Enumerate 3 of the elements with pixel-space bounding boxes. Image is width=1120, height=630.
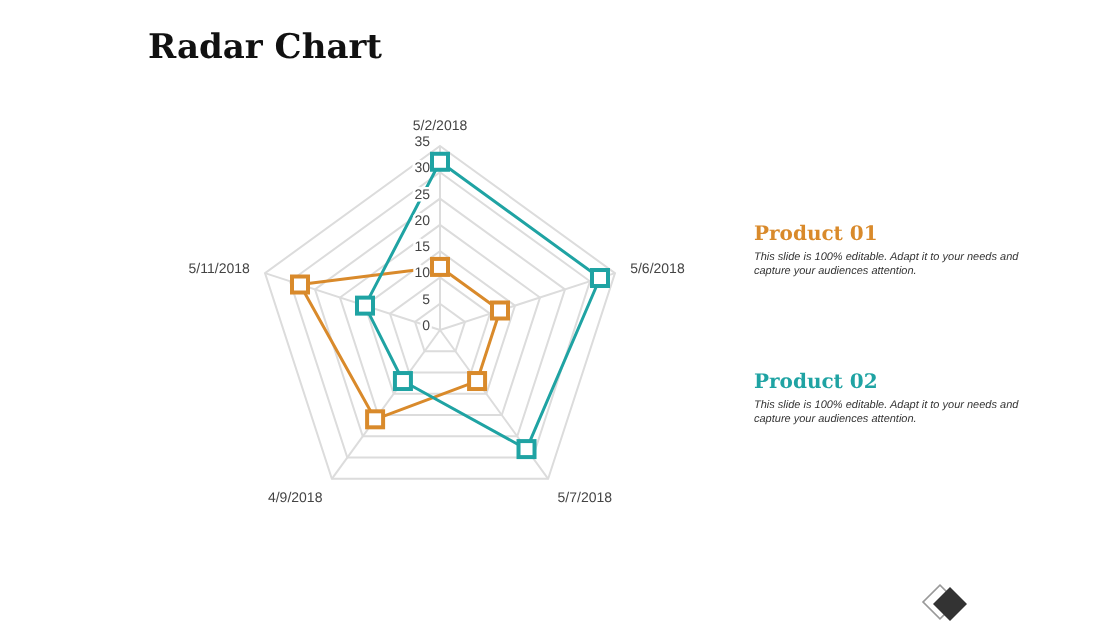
text: Product 01 — [754, 224, 880, 246]
chart-title: Radar Chart — [148, 28, 383, 68]
text: Product 02 — [754, 371, 880, 394]
